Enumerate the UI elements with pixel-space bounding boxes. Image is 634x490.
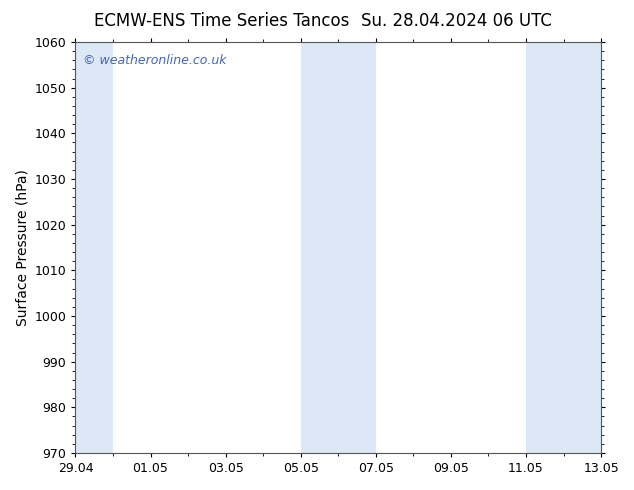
Text: © weatheronline.co.uk: © weatheronline.co.uk xyxy=(83,54,227,68)
Bar xyxy=(75,42,113,453)
Text: Su. 28.04.2024 06 UTC: Su. 28.04.2024 06 UTC xyxy=(361,12,552,30)
Bar xyxy=(526,42,564,453)
Text: ECMW-ENS Time Series Tancos: ECMW-ENS Time Series Tancos xyxy=(94,12,349,30)
Y-axis label: Surface Pressure (hPa): Surface Pressure (hPa) xyxy=(15,169,29,326)
Bar xyxy=(301,42,339,453)
Bar xyxy=(339,42,376,453)
Bar xyxy=(564,42,601,453)
